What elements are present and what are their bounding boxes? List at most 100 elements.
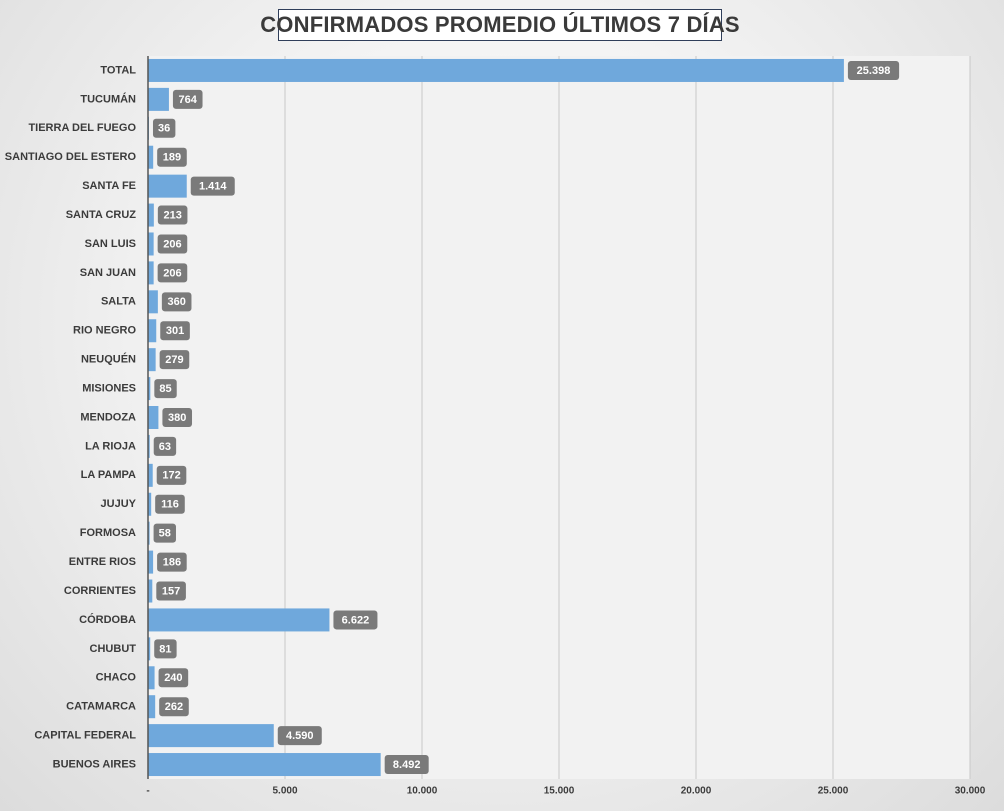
data-label-text: 1.414 xyxy=(199,181,227,193)
data-label-bg xyxy=(333,610,378,630)
data-label-text: 63 xyxy=(159,441,171,453)
data-label-text: 116 xyxy=(161,499,179,511)
data-label-text: 213 xyxy=(163,209,181,221)
bar-la-pampa xyxy=(148,463,153,487)
data-label-text: 380 xyxy=(168,412,186,424)
data-label-bg xyxy=(156,465,187,485)
category-label-santa-cruz: SANTA CRUZ xyxy=(66,209,137,221)
data-label-text: 8.492 xyxy=(393,759,421,771)
gridlines xyxy=(284,56,971,779)
bar-san-luis xyxy=(148,232,154,256)
data-label-text: 764 xyxy=(179,94,198,106)
category-label-tierra-del-fuego: TIERRA DEL FUEGO xyxy=(28,122,136,134)
x-tick-label: - xyxy=(146,786,149,797)
bar-capital-federal xyxy=(148,724,274,748)
data-label-bg xyxy=(157,263,188,283)
data-label-text: 172 xyxy=(162,470,180,482)
bar-la-rioja xyxy=(148,434,150,458)
bar-mendoza xyxy=(148,406,159,429)
category-label-san-luis: SAN LUIS xyxy=(85,238,136,250)
data-label-salta: 360 xyxy=(161,292,192,312)
data-label-bg xyxy=(160,321,190,341)
data-label-bg xyxy=(159,350,190,370)
data-label-capital-federal: 4.590 xyxy=(277,726,322,746)
bar-santa-cruz xyxy=(148,203,154,227)
data-label-cordoba: 6.622 xyxy=(333,610,378,630)
data-label-text: 206 xyxy=(163,238,181,250)
data-label-la-rioja: 63 xyxy=(153,436,177,456)
bar-total xyxy=(148,58,844,82)
category-label-salta: SALTA xyxy=(101,296,136,308)
x-tick-label: 25.000 xyxy=(818,786,849,797)
data-label-text: 25.398 xyxy=(857,65,891,77)
category-label-buenos-aires: BUENOS AIRES xyxy=(53,758,136,770)
data-label-bg xyxy=(172,89,203,109)
data-label-text: 206 xyxy=(163,267,181,279)
category-label-chaco: CHACO xyxy=(96,672,137,684)
data-label-text: 81 xyxy=(159,643,171,655)
data-label-entre-rios: 186 xyxy=(157,552,187,572)
data-label-rio-negro: 301 xyxy=(160,321,190,341)
chart-title-box: CONFIRMADOS PROMEDIO ÚLTIMOS 7 DÍAS xyxy=(260,9,740,41)
category-label-capital-federal: CAPITAL FEDERAL xyxy=(34,730,136,742)
data-label-bg xyxy=(161,292,192,312)
data-label-bg xyxy=(157,147,187,167)
bar-entre-rios xyxy=(148,550,154,574)
data-label-text: 58 xyxy=(159,528,171,540)
data-label-bg xyxy=(847,60,900,80)
category-label-chubut: CHUBUT xyxy=(90,643,137,655)
data-label-san-juan: 206 xyxy=(157,263,188,283)
bar-san-juan xyxy=(148,261,154,285)
category-label-la-pampa: LA PAMPA xyxy=(81,469,136,481)
category-label-entre-rios: ENTRE RIOS xyxy=(69,556,136,568)
x-tick-label: 20.000 xyxy=(681,786,712,797)
bar-jujuy xyxy=(148,492,152,516)
category-labels: TOTAL TUCUMÁN TIERRA DEL FUEGO SANTIAGO DEL… xyxy=(5,64,137,770)
data-label-bg xyxy=(157,552,187,572)
category-label-jujuy: JUJUY xyxy=(101,498,137,510)
data-label-text: 36 xyxy=(158,123,170,135)
data-label-neuquen: 279 xyxy=(159,350,190,370)
category-label-la-rioja: LA RIOJA xyxy=(85,440,136,452)
data-label-bg xyxy=(162,408,193,427)
data-label-total: 25.398 xyxy=(847,60,900,80)
x-tick-label: 10.000 xyxy=(407,786,438,797)
data-label-bg xyxy=(154,639,177,659)
data-label-bg xyxy=(158,668,189,688)
bar-santa-fe xyxy=(148,174,187,198)
category-label-tucuman: TUCUMÁN xyxy=(80,92,136,105)
data-label-text: 360 xyxy=(167,296,185,308)
data-label-catamarca: 262 xyxy=(159,697,189,717)
chart-title: CONFIRMADOS PROMEDIO ÚLTIMOS 7 DÍAS xyxy=(260,12,740,37)
data-label-chaco: 240 xyxy=(158,668,189,688)
data-label-text: 301 xyxy=(166,325,184,337)
bar-santiago-del-estero xyxy=(148,145,154,169)
data-label-bg xyxy=(153,523,176,543)
data-label-bg xyxy=(190,176,235,196)
data-label-text: 4.590 xyxy=(286,730,314,742)
data-label-text: 85 xyxy=(159,383,171,395)
data-label-text: 157 xyxy=(162,585,180,597)
data-label-bg xyxy=(156,581,186,601)
data-label-bg xyxy=(277,726,322,746)
category-label-formosa: FORMOSA xyxy=(80,527,136,539)
category-label-mendoza: MENDOZA xyxy=(80,411,136,423)
x-tick-label: 15.000 xyxy=(544,786,575,797)
data-label-text: 189 xyxy=(163,152,181,164)
data-label-mendoza: 380 xyxy=(162,408,193,427)
data-label-bg xyxy=(384,755,429,775)
category-label-rio-negro: RIO NEGRO xyxy=(73,325,136,337)
category-label-total: TOTAL xyxy=(100,64,136,76)
data-label-formosa: 58 xyxy=(153,523,176,543)
data-labels: 25.398 764 36 189 1.414 213 206 206 360 301 279 85 3… xyxy=(152,60,900,775)
data-label-bg xyxy=(157,205,188,225)
category-label-san-juan: SAN JUAN xyxy=(80,267,136,279)
data-label-chubut: 81 xyxy=(154,639,177,659)
data-label-text: 279 xyxy=(165,354,183,366)
data-label-tierra-del-fuego: 36 xyxy=(152,118,176,138)
category-label-cordoba: CÓRDOBA xyxy=(79,613,136,626)
data-label-bg xyxy=(155,494,185,514)
data-label-text: 262 xyxy=(165,701,183,713)
